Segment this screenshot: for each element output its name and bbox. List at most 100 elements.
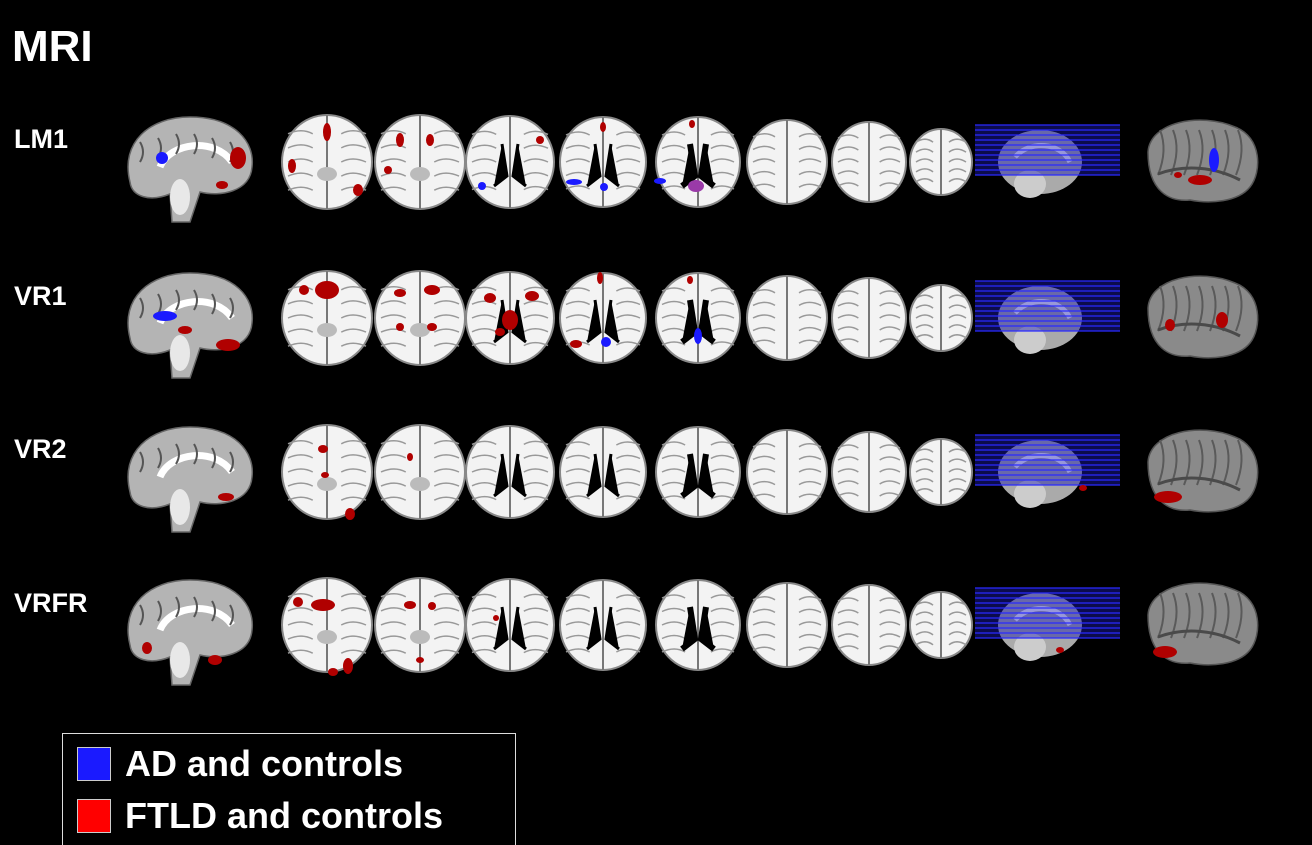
axial-slice: [655, 579, 741, 671]
figure-title: MRI: [12, 22, 93, 71]
brain-row: [127, 424, 1259, 533]
axial-slice: [559, 272, 647, 364]
sagittal-slice: [127, 116, 253, 223]
legend-label-ad: AD and controls: [125, 743, 404, 784]
ftld-blob: [493, 615, 499, 621]
ftld-blob: [216, 339, 240, 351]
ad-blob: [153, 311, 177, 321]
ftld-blob: [407, 453, 413, 461]
brain-row: [127, 270, 1259, 379]
ftld-blob: [525, 291, 539, 301]
ftld-blob: [178, 326, 192, 334]
ftld-blob: [293, 597, 303, 607]
ftld-blob: [416, 657, 424, 663]
row-label-vr1: VR1: [14, 281, 67, 311]
brain-row: [127, 114, 1259, 223]
axial-slice: [746, 582, 828, 668]
axial-slice: [281, 424, 373, 520]
ftld-blob: [404, 601, 416, 609]
sagittal-slice: [127, 272, 253, 379]
axial-slice: [374, 114, 466, 210]
ftld-blob: [230, 147, 246, 169]
row-label-vrfr: VRFR: [14, 588, 88, 618]
axial-slice: [465, 425, 555, 519]
sagittal-slice: [127, 426, 253, 533]
ftld-blob: [1079, 485, 1087, 491]
ftld-blob: [1154, 491, 1182, 503]
ftld-blob: [318, 445, 328, 453]
ftld-blob: [1153, 646, 1177, 658]
ftld-blob: [428, 602, 436, 610]
ftld-blob: [597, 272, 603, 284]
axial-slice: [655, 272, 741, 364]
axial-slice: [559, 426, 647, 518]
ftld-blob: [1188, 175, 1212, 185]
axial-slice: [909, 128, 973, 196]
lateral-brain: [1147, 582, 1259, 666]
ftld-blob: [216, 181, 228, 189]
axial-slice: [281, 114, 373, 210]
ftld-blob: [536, 136, 544, 144]
ftld-blob: [495, 328, 505, 336]
axial-slice: [374, 424, 466, 520]
axial-slice: [374, 270, 466, 366]
ftld-blob: [394, 289, 406, 297]
axial-slice: [831, 121, 907, 203]
ad-blob: [694, 328, 702, 344]
ftld-blob: [600, 122, 606, 132]
axial-slice: [831, 431, 907, 513]
axial-slice: [909, 438, 973, 506]
legend-item-ftld: FTLD and controls: [77, 795, 443, 836]
ad-blob: [1209, 148, 1219, 172]
ftld-blob: [321, 472, 329, 478]
axial-slice: [655, 116, 741, 208]
ad-blob: [601, 337, 611, 347]
axial-slice: [559, 116, 647, 208]
axial-slice: [746, 275, 828, 361]
legend-swatch-red: [77, 799, 111, 833]
axial-slice: [746, 429, 828, 515]
ad-blob: [478, 182, 486, 190]
legend-swatch-blue: [77, 747, 111, 781]
sagittal-overview: [975, 434, 1120, 508]
ftld-blob: [1216, 312, 1228, 328]
axial-slice: [655, 426, 741, 518]
lateral-brain: [1147, 119, 1259, 203]
ftld-blob: [142, 642, 152, 654]
ftld-blob: [328, 668, 338, 676]
row-label-vr2: VR2: [14, 434, 67, 464]
ftld-blob: [288, 159, 296, 173]
ftld-blob: [218, 493, 234, 501]
axial-slice: [465, 115, 555, 209]
legend: AD and controls FTLD and controls: [62, 733, 516, 845]
ftld-blob: [424, 285, 440, 295]
axial-slice: [465, 578, 555, 672]
ad-blob: [156, 152, 168, 164]
axial-slice: [909, 284, 973, 352]
ftld-blob: [426, 134, 434, 146]
axial-slice: [374, 577, 466, 673]
sagittal-overview: [975, 587, 1120, 661]
ftld-blob: [1165, 319, 1175, 331]
ftld-blob: [427, 323, 437, 331]
brain-row: [127, 577, 1259, 686]
ad-blob: [600, 183, 608, 191]
sagittal-slice: [127, 579, 253, 686]
axial-slice: [909, 591, 973, 659]
axial-slice: [831, 277, 907, 359]
legend-item-ad: AD and controls: [77, 743, 404, 784]
ftld-blob: [570, 340, 582, 348]
ftld-blob: [343, 658, 353, 674]
sagittal-overview: [975, 124, 1120, 198]
ftld-blob: [689, 120, 695, 128]
ftld-blob: [484, 293, 496, 303]
lateral-brain: [1147, 429, 1259, 513]
ftld-blob: [299, 285, 309, 295]
ad-blob: [654, 178, 666, 184]
axial-slice: [559, 579, 647, 671]
ftld-blob: [688, 180, 704, 192]
ftld-blob: [1174, 172, 1182, 178]
row-label-lm1: LM1: [14, 124, 68, 154]
